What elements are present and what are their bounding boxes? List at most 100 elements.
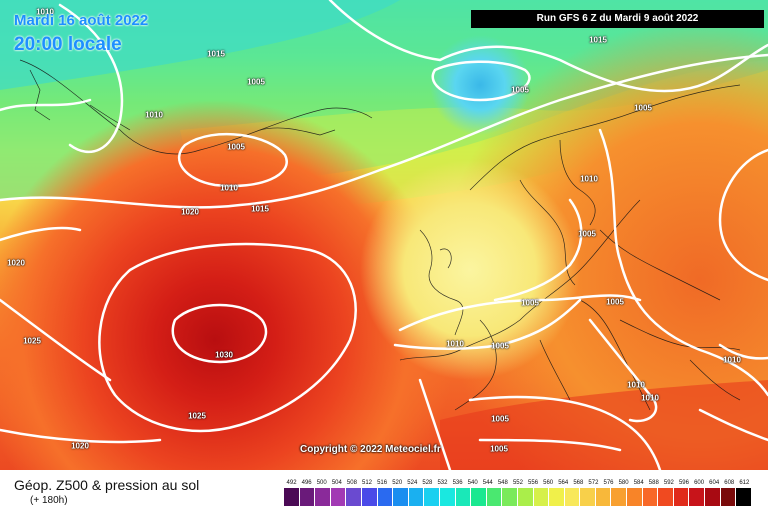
isobar-label: 1010 <box>36 7 54 17</box>
legend-swatch <box>658 488 674 506</box>
legend-swatch <box>424 488 440 506</box>
legend-tick-label: 512 <box>362 480 373 486</box>
legend-tick-label: 540 <box>467 480 478 486</box>
legend-swatch <box>346 488 362 506</box>
map-footer: Géop. Z500 & pression au sol (+ 180h) 49… <box>0 470 768 512</box>
isobar-label: 1015 <box>251 204 269 214</box>
legend-tick-label: 524 <box>407 480 418 486</box>
legend-swatch <box>642 488 659 506</box>
legend-tick-label: 596 <box>678 480 689 486</box>
forecast-date: Mardi 16 août 2022 <box>14 12 149 29</box>
legend-swatch <box>580 488 596 506</box>
isobar-label: 1005 <box>247 77 265 87</box>
legend-ticks: 492 496 500 504 508 512 516 520 524 528 532 536 540 5… <box>284 478 752 488</box>
legend-tick-label: 548 <box>497 480 508 486</box>
legend-tick-label: 504 <box>331 480 342 486</box>
isobar-label: 1015 <box>207 49 225 59</box>
legend-tick-label: 584 <box>633 480 644 486</box>
isobar-label: 1020 <box>181 207 199 217</box>
legend-tick-label: 516 <box>377 480 388 486</box>
isobar-label: 1005 <box>491 341 509 351</box>
isobar-label: 1010 <box>220 183 238 193</box>
isobar-label: 1005 <box>521 298 539 308</box>
isobar-label: 1020 <box>71 441 89 451</box>
legend-swatch <box>455 488 472 506</box>
isobar-label: 1025 <box>23 336 41 346</box>
legend-tick-label: 572 <box>588 480 599 486</box>
color-scale-legend: 492 496 500 504 508 512 516 520 524 528 532 536 540 5… <box>284 478 752 508</box>
legend-tick-label: 500 <box>316 480 327 486</box>
isobar-label: 1015 <box>589 35 607 45</box>
legend-tick-label: 600 <box>694 480 705 486</box>
legend-swatch <box>486 488 503 506</box>
isobar-lines <box>0 0 768 470</box>
legend-swatch <box>517 488 534 506</box>
legend-swatch <box>689 488 706 506</box>
legend-swatch <box>284 488 300 506</box>
isobar-label: 1010 <box>641 393 659 403</box>
isobar-label: 1005 <box>227 142 245 152</box>
legend-tick-label: 592 <box>663 480 674 486</box>
legend-tick-label: 520 <box>392 480 403 486</box>
legend-swatch <box>361 488 378 506</box>
legend-tick-label: 544 <box>482 480 493 486</box>
map-title: Géop. Z500 & pression au sol <box>14 477 200 493</box>
isobar-label: 1010 <box>145 110 163 120</box>
legend-swatches <box>284 488 752 506</box>
legend-swatch <box>377 488 394 506</box>
legend-tick-label: 556 <box>528 480 539 486</box>
legend-swatch <box>439 488 456 506</box>
legend-tick-label: 528 <box>422 480 433 486</box>
legend-tick-label: 552 <box>512 480 523 486</box>
isobar-label: 1005 <box>491 414 509 424</box>
legend-swatch <box>564 488 581 506</box>
isobar-label: 1020 <box>7 258 25 268</box>
isobar-label: 1010 <box>446 339 464 349</box>
isobar-label: 1005 <box>490 444 508 454</box>
isobar-label: 1030 <box>215 350 233 360</box>
legend-swatch <box>299 488 316 506</box>
forecast-local-time: 20:00 locale <box>14 34 122 55</box>
legend-tick-label: 536 <box>452 480 463 486</box>
legend-tick-label: 576 <box>603 480 614 486</box>
legend-swatch <box>673 488 690 506</box>
isobar-label: 1005 <box>511 85 529 95</box>
legend-swatch <box>393 488 409 506</box>
legend-tick-label: 588 <box>648 480 659 486</box>
isobar-label: 1010 <box>580 174 598 184</box>
isobar-label: 1010 <box>627 380 645 390</box>
legend-swatch <box>736 488 752 506</box>
legend-swatch <box>471 488 487 506</box>
legend-tick-label: 612 <box>739 480 750 486</box>
weather-map: 1010 1015 1015 1005 1005 1010 1005 1005 … <box>0 0 768 470</box>
run-info-badge: Run GFS 6 Z du Mardi 9 août 2022 <box>471 10 764 28</box>
legend-swatch <box>720 488 737 506</box>
legend-tick-label: 508 <box>346 480 357 486</box>
isobar-label: 1025 <box>188 411 206 421</box>
map-canvas <box>0 0 768 470</box>
legend-tick-label: 580 <box>618 480 629 486</box>
legend-tick-label: 560 <box>543 480 554 486</box>
legend-swatch <box>705 488 721 506</box>
legend-swatch <box>533 488 550 506</box>
legend-swatch <box>408 488 425 506</box>
legend-tick-label: 604 <box>709 480 720 486</box>
legend-tick-label: 568 <box>573 480 584 486</box>
isobar-label: 1010 <box>723 355 741 365</box>
isobar-label: 1005 <box>634 103 652 113</box>
legend-tick-label: 492 <box>286 480 297 486</box>
legend-swatch <box>549 488 565 506</box>
legend-swatch <box>315 488 331 506</box>
legend-tick-label: 496 <box>301 480 312 486</box>
legend-tick-label: 564 <box>558 480 569 486</box>
legend-swatch <box>330 488 347 506</box>
legend-swatch <box>611 488 628 506</box>
legend-swatch <box>595 488 612 506</box>
copyright-text: Copyright © 2022 Meteociel.fr <box>300 444 441 455</box>
legend-tick-label: 532 <box>437 480 448 486</box>
isobar-label: 1005 <box>578 229 596 239</box>
coastlines <box>19 59 741 411</box>
forecast-range: (+ 180h) <box>30 495 68 506</box>
isobar-label: 1005 <box>606 297 624 307</box>
legend-swatch <box>502 488 518 506</box>
